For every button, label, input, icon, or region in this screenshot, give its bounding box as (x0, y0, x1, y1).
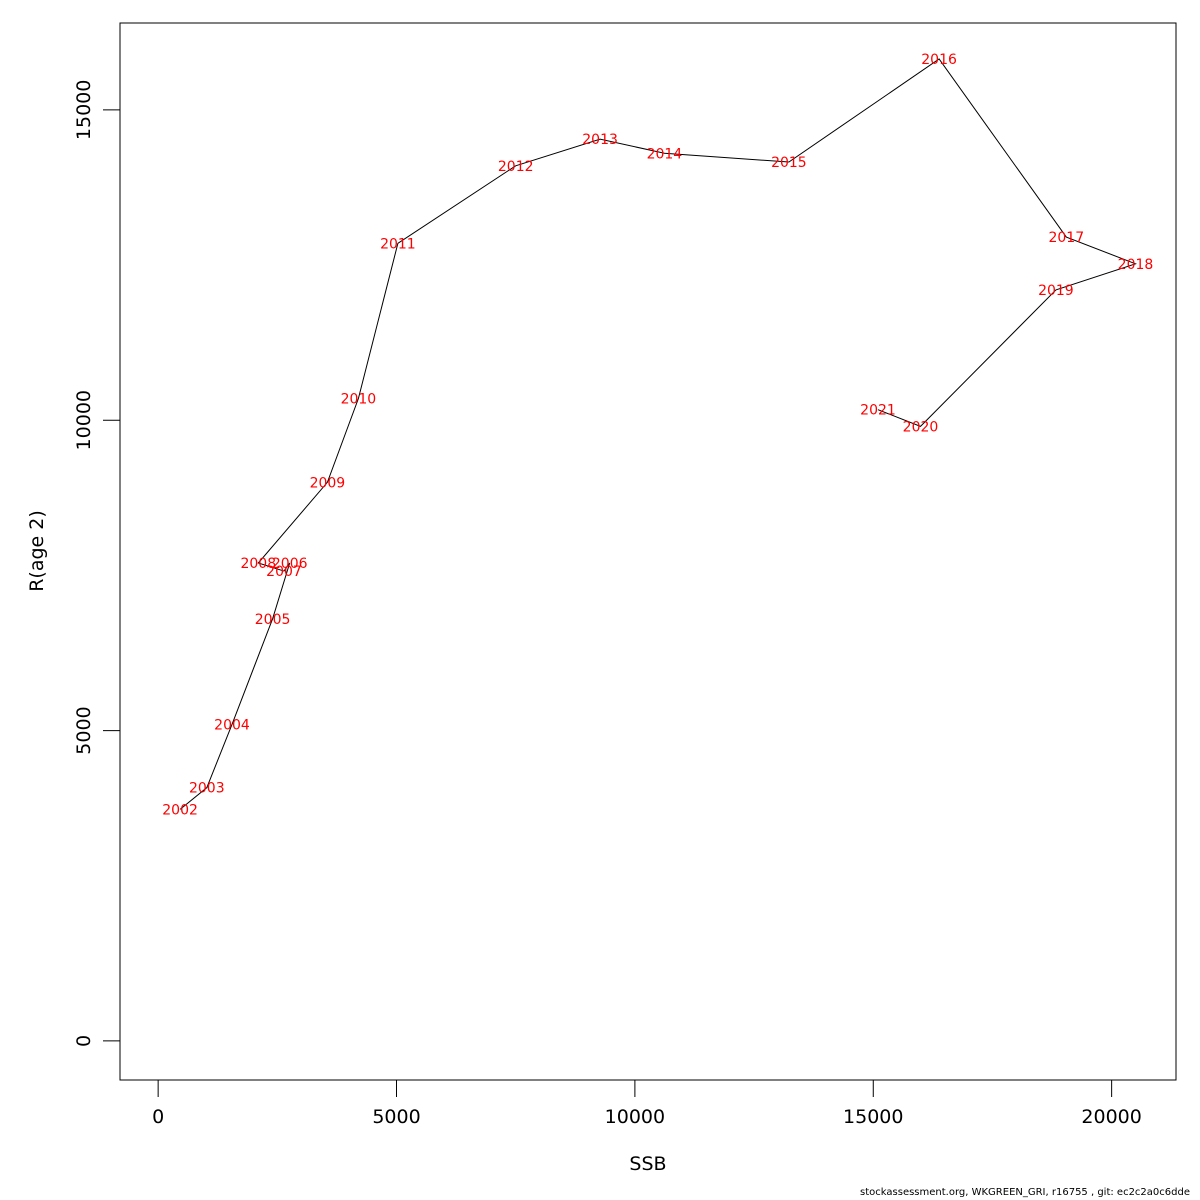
year-label-2009: 2009 (310, 475, 346, 491)
year-label-2014: 2014 (647, 146, 683, 162)
y-tick-label: 10000 (73, 390, 95, 450)
year-label-2006: 2006 (272, 556, 308, 572)
ssb-recruitment-line (179, 58, 1137, 810)
year-label-2008: 2008 (240, 556, 276, 572)
year-label-2012: 2012 (498, 159, 534, 175)
year-label-2003: 2003 (189, 781, 225, 797)
y-tick-label: 15000 (73, 80, 95, 140)
year-label-2011: 2011 (380, 236, 416, 252)
year-label-2019: 2019 (1038, 283, 1074, 299)
year-label-2020: 2020 (903, 419, 939, 435)
y-tick-label: 0 (73, 1035, 95, 1047)
year-label-2015: 2015 (771, 155, 807, 171)
x-tick-label: 10000 (605, 1106, 665, 1128)
year-label-2002: 2002 (162, 802, 198, 818)
year-label-2017: 2017 (1048, 230, 1084, 246)
year-label-2018: 2018 (1118, 257, 1154, 273)
x-axis: 0 5000 10000 15000 20000 (152, 1079, 1142, 1128)
year-label-2013: 2013 (582, 132, 618, 148)
year-label-2021: 2021 (860, 403, 896, 419)
x-axis-title: SSB (629, 1153, 666, 1175)
year-label-2016: 2016 (921, 52, 957, 68)
y-axis: 0 5000 10000 15000 (73, 80, 121, 1047)
x-tick-label: 20000 (1081, 1106, 1141, 1128)
year-label-2010: 2010 (341, 392, 377, 408)
x-tick-label: 5000 (372, 1106, 420, 1128)
y-tick-label: 5000 (73, 706, 95, 754)
x-tick-label: 15000 (843, 1106, 903, 1128)
footer-credit: stockassessment.org, WKGREEN_GRI, r16755… (860, 1187, 1190, 1198)
plot-frame (119, 22, 1177, 1081)
year-label-2004: 2004 (214, 717, 250, 733)
year-label-2005: 2005 (255, 612, 291, 628)
x-tick-label: 0 (152, 1106, 164, 1128)
y-axis-title: R(age 2) (26, 510, 48, 592)
year-label-2007: 2007 (266, 564, 302, 580)
